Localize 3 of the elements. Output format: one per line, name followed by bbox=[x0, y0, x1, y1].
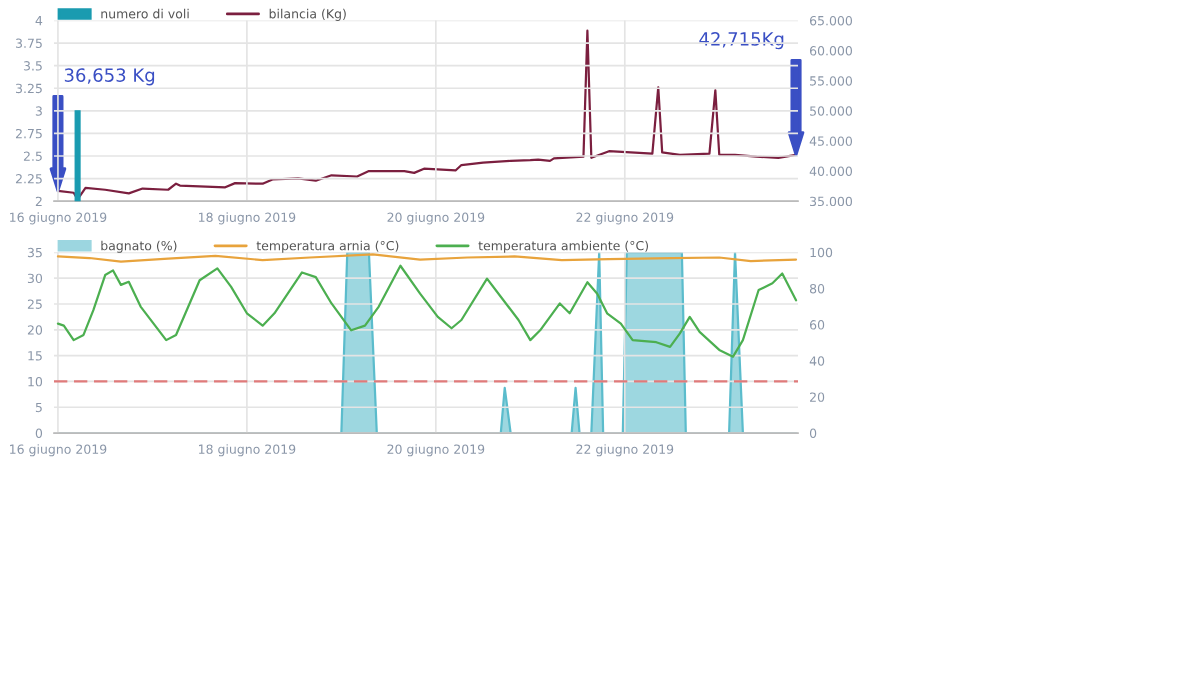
line-series bbox=[56, 29, 798, 201]
line-series bbox=[56, 264, 798, 358]
annotation: 36,653 Kg bbox=[64, 68, 155, 86]
